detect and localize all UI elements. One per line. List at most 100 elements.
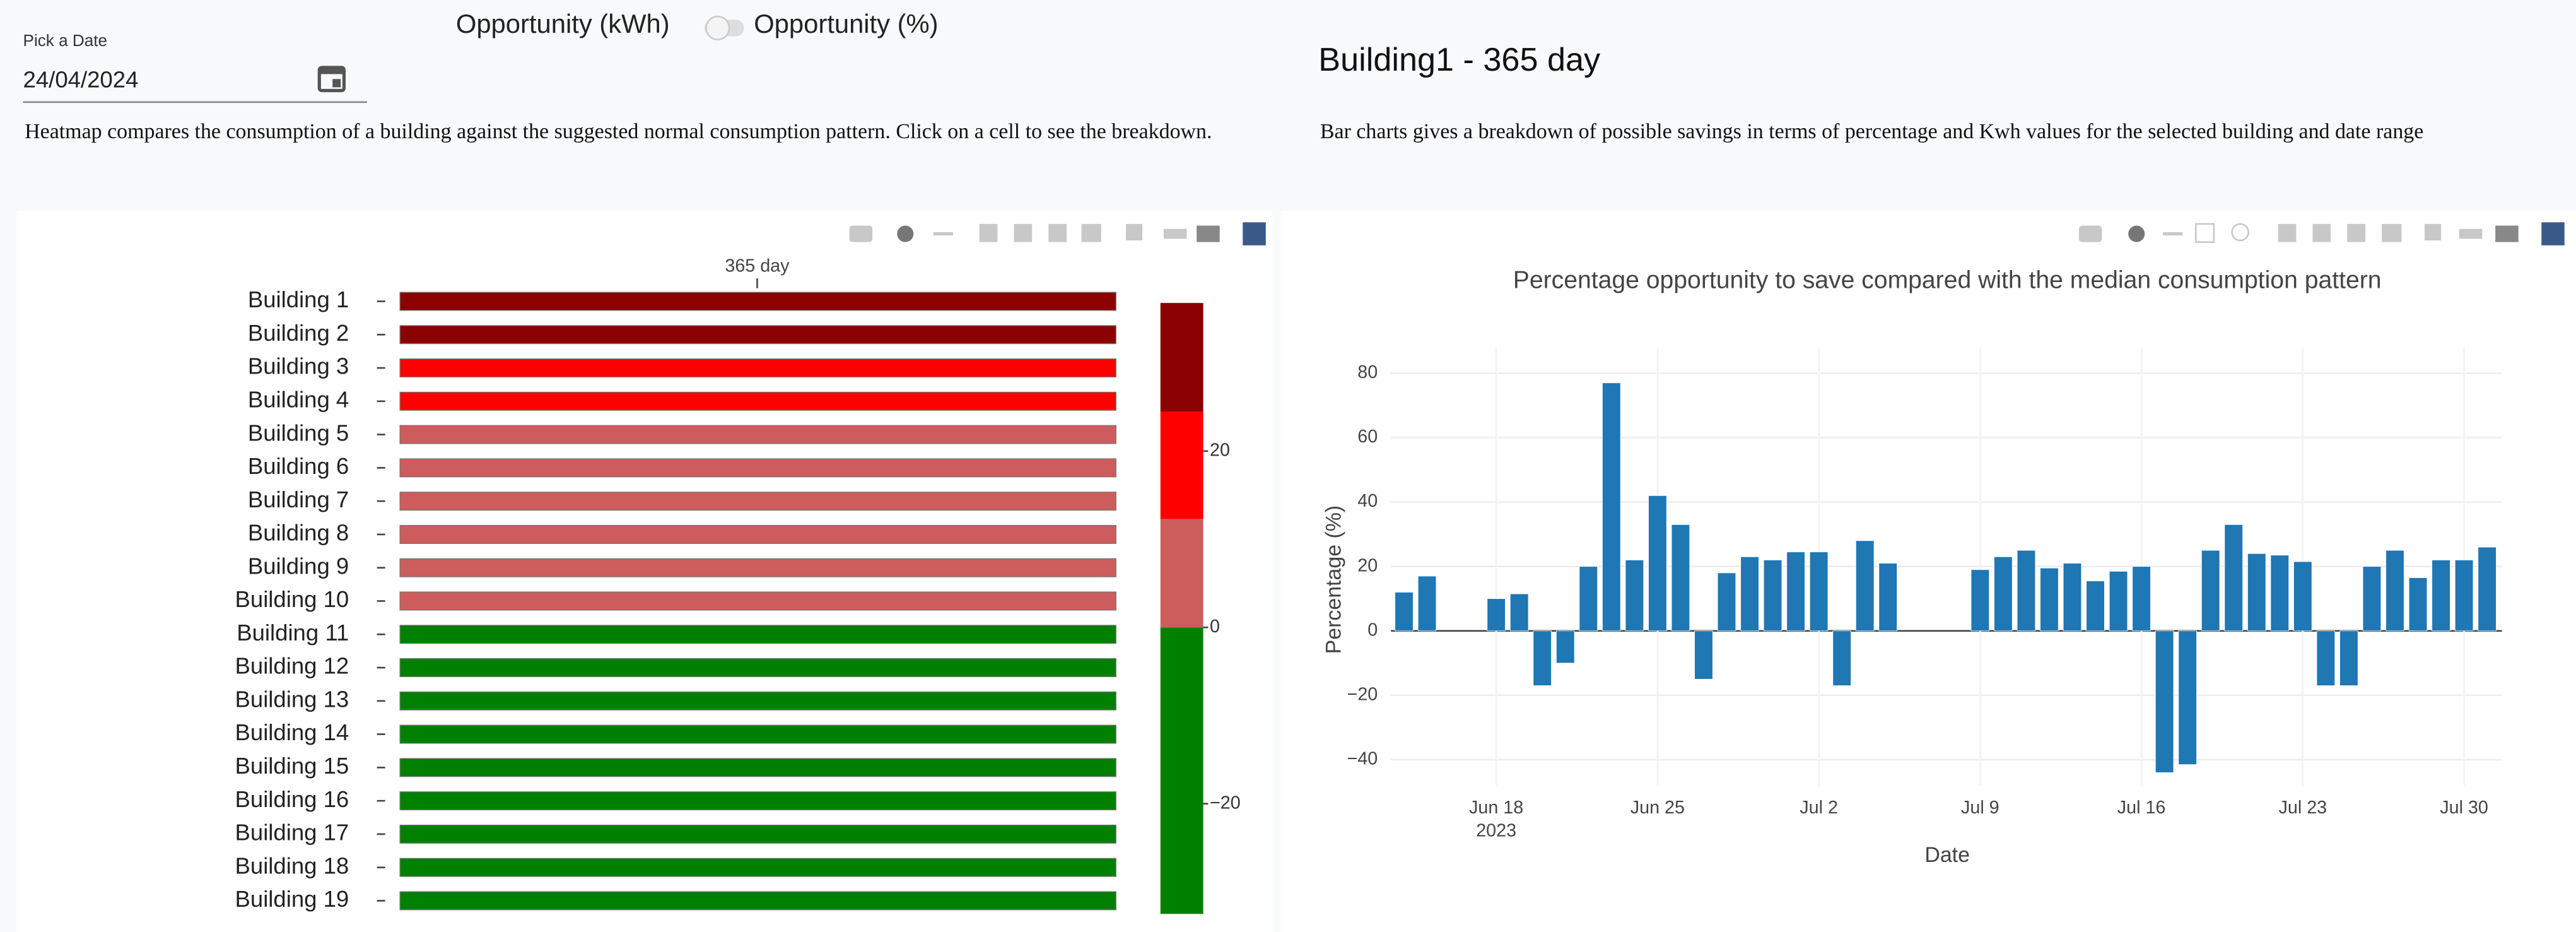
heading: Building1 - 365 day (1318, 42, 1601, 80)
toggle-right-label: Opportunity (%) (754, 11, 939, 40)
y-tick-label: Building 7 (248, 487, 349, 512)
heatmap-description: Heatmap compares the consumption of a bu… (25, 118, 1212, 144)
y-tick-label: Building 19 (235, 886, 349, 912)
bar (2270, 555, 2290, 632)
tool-compare[interactable] (2495, 225, 2519, 242)
toggle-switch[interactable] (704, 15, 744, 40)
bar (1579, 566, 1598, 632)
bar (2247, 553, 2266, 632)
bar (2040, 567, 2059, 632)
tool-pan[interactable] (2163, 232, 2183, 236)
bar (1809, 552, 1829, 632)
tool-zoom-out[interactable] (1014, 223, 1033, 242)
bar (1533, 630, 1552, 686)
bar (1395, 592, 1414, 632)
tool-zoom[interactable] (2128, 225, 2145, 242)
tool-zoom-out[interactable] (2312, 223, 2331, 242)
plotly-logo[interactable] (1243, 222, 1266, 245)
y-tick-label: Building 17 (235, 820, 349, 846)
y-tick-label: Building 15 (235, 753, 349, 779)
y-tick-label: Building 1 (248, 286, 349, 312)
y-tick-label: Building 6 (248, 453, 349, 479)
tool-hover[interactable] (2459, 228, 2483, 239)
tool-compare[interactable] (1197, 225, 1220, 242)
bar-panel (1280, 211, 2576, 932)
bar (1763, 560, 1783, 632)
y-tick-label: 20 (1357, 555, 1378, 575)
x-tick-label: Jul 16 (2117, 798, 2166, 818)
tool-select[interactable] (2194, 223, 2215, 243)
heatmap-cell (399, 791, 1116, 811)
heatmap-cell (399, 591, 1116, 611)
y-tick-label: −20 (1347, 684, 1378, 704)
tool-pan[interactable] (933, 232, 953, 236)
bar (1694, 630, 1713, 680)
tool-camera[interactable] (2078, 225, 2102, 242)
y-tick-label: 0 (1367, 620, 1378, 640)
heatmap-cell (399, 425, 1116, 444)
bar (2155, 630, 2174, 773)
bar-description: Bar charts gives a breakdown of possible… (1320, 118, 2424, 144)
bar (1740, 556, 1759, 632)
bar (2132, 566, 2151, 632)
date-input[interactable]: 24/04/2024 (23, 66, 139, 93)
heatmap-cell (399, 391, 1116, 411)
tool-zoom[interactable] (897, 225, 914, 242)
y-tick-label: 60 (1357, 427, 1378, 447)
bar-title: Percentage opportunity to save compared … (1513, 267, 2382, 294)
bar (1417, 575, 1437, 632)
bar (1648, 495, 1667, 632)
heatmap-cell (399, 724, 1116, 744)
y-tick-label: Building 10 (235, 586, 349, 612)
bar (2063, 563, 2082, 632)
y-tick-label: Building 18 (235, 852, 349, 878)
tool-autoscale[interactable] (1048, 223, 1067, 242)
tool-spike[interactable] (1125, 223, 1143, 241)
heatmap-cell (399, 325, 1116, 345)
y-tick-label: Building 3 (248, 353, 349, 379)
bar (2086, 581, 2105, 632)
heatmap-cell (399, 658, 1116, 678)
tool-camera[interactable] (849, 225, 873, 242)
y-tick-label: Building 16 (235, 786, 349, 812)
bar (2362, 566, 2382, 632)
bar (2386, 550, 2404, 632)
calendar-icon[interactable] (317, 66, 346, 93)
tool-reset[interactable] (2382, 223, 2402, 242)
y-tick-label: −40 (1347, 749, 1378, 769)
heatmap-cell (399, 858, 1116, 877)
bar (2201, 550, 2220, 632)
tool-autoscale[interactable] (2347, 223, 2365, 242)
bar (2017, 550, 2036, 632)
bar (1625, 560, 1644, 632)
y-tick-label: Building 2 (248, 320, 349, 346)
tool-lasso[interactable] (2231, 223, 2250, 242)
bar (1487, 598, 1506, 632)
tool-zoom-in[interactable] (2278, 223, 2297, 242)
heatmap-cell (399, 625, 1116, 644)
plotly-logo[interactable] (2541, 222, 2565, 245)
y-tick-label: Building 13 (235, 686, 349, 712)
x-tick-label: Jun 18 (1469, 798, 1523, 818)
x-tick-label: Jul 9 (1961, 798, 1999, 818)
bar (1878, 563, 1897, 632)
bar (1509, 593, 1529, 632)
bar (2454, 560, 2474, 632)
heatmap-cell (399, 558, 1116, 577)
colorbar-tick-label: 0 (1210, 616, 1220, 637)
tool-spike[interactable] (2424, 223, 2442, 241)
heatmap-cell (399, 891, 1116, 911)
bar (2339, 630, 2358, 686)
heatmap-x-label: 365 day (725, 256, 790, 276)
y-tick-label: 40 (1357, 491, 1378, 511)
date-label: Pick a Date (23, 33, 107, 51)
colorbar-band (1160, 519, 1203, 628)
tool-zoom-in[interactable] (979, 223, 998, 242)
heatmap-cell (399, 292, 1116, 311)
heatmap-cell (399, 524, 1116, 544)
tool-hover[interactable] (1163, 228, 1187, 239)
bar (2408, 577, 2428, 632)
heatmap-cell (399, 758, 1116, 777)
y-tick-label: Building 14 (235, 719, 349, 745)
tool-reset[interactable] (1081, 223, 1101, 242)
